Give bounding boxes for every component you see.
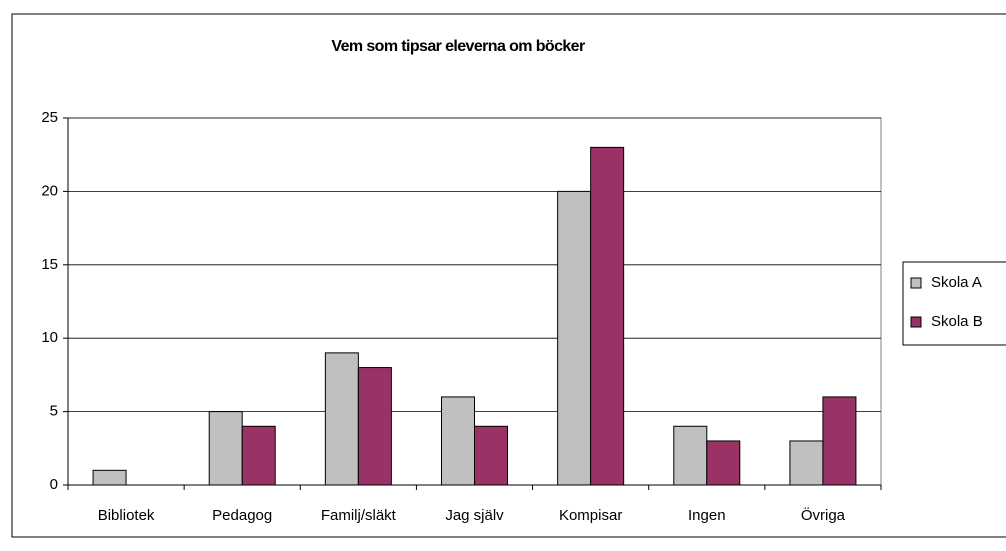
y-tick-label: 15	[41, 256, 58, 273]
x-tick-label: Bibliotek	[98, 507, 155, 524]
legend-label: Skola A	[931, 274, 982, 291]
bar	[357, 367, 392, 486]
bar	[324, 352, 359, 486]
chart-border	[11, 13, 1006, 538]
bar	[822, 396, 857, 486]
bar	[706, 440, 741, 486]
bar	[441, 396, 475, 486]
legend-label: Skola B	[931, 313, 983, 330]
bar	[208, 411, 243, 486]
legend-swatch	[910, 277, 922, 289]
bar	[241, 425, 276, 486]
y-tick-label: 0	[50, 476, 58, 493]
x-tick-label: Övriga	[801, 506, 846, 524]
bar	[474, 425, 508, 486]
y-tick-label: 20	[41, 182, 58, 199]
bar	[789, 440, 824, 486]
y-tick-label: 25	[41, 109, 58, 126]
x-tick-label: Kompisar	[559, 507, 622, 524]
x-tick-label: Ingen	[688, 507, 726, 524]
y-tick-label: 5	[50, 403, 58, 420]
x-tick-label: Familj/släkt	[321, 507, 397, 524]
legend-box	[902, 261, 1006, 346]
bar	[673, 425, 708, 486]
legend-swatch	[910, 316, 922, 328]
x-tick-label: Jag själv	[445, 507, 504, 524]
x-tick-label: Pedagog	[212, 507, 272, 524]
bar	[92, 469, 127, 486]
y-tick-label: 10	[41, 329, 58, 346]
bar	[590, 146, 625, 486]
chart-title: Vem som tipsar eleverna om böcker	[331, 38, 585, 55]
bar	[557, 190, 592, 486]
